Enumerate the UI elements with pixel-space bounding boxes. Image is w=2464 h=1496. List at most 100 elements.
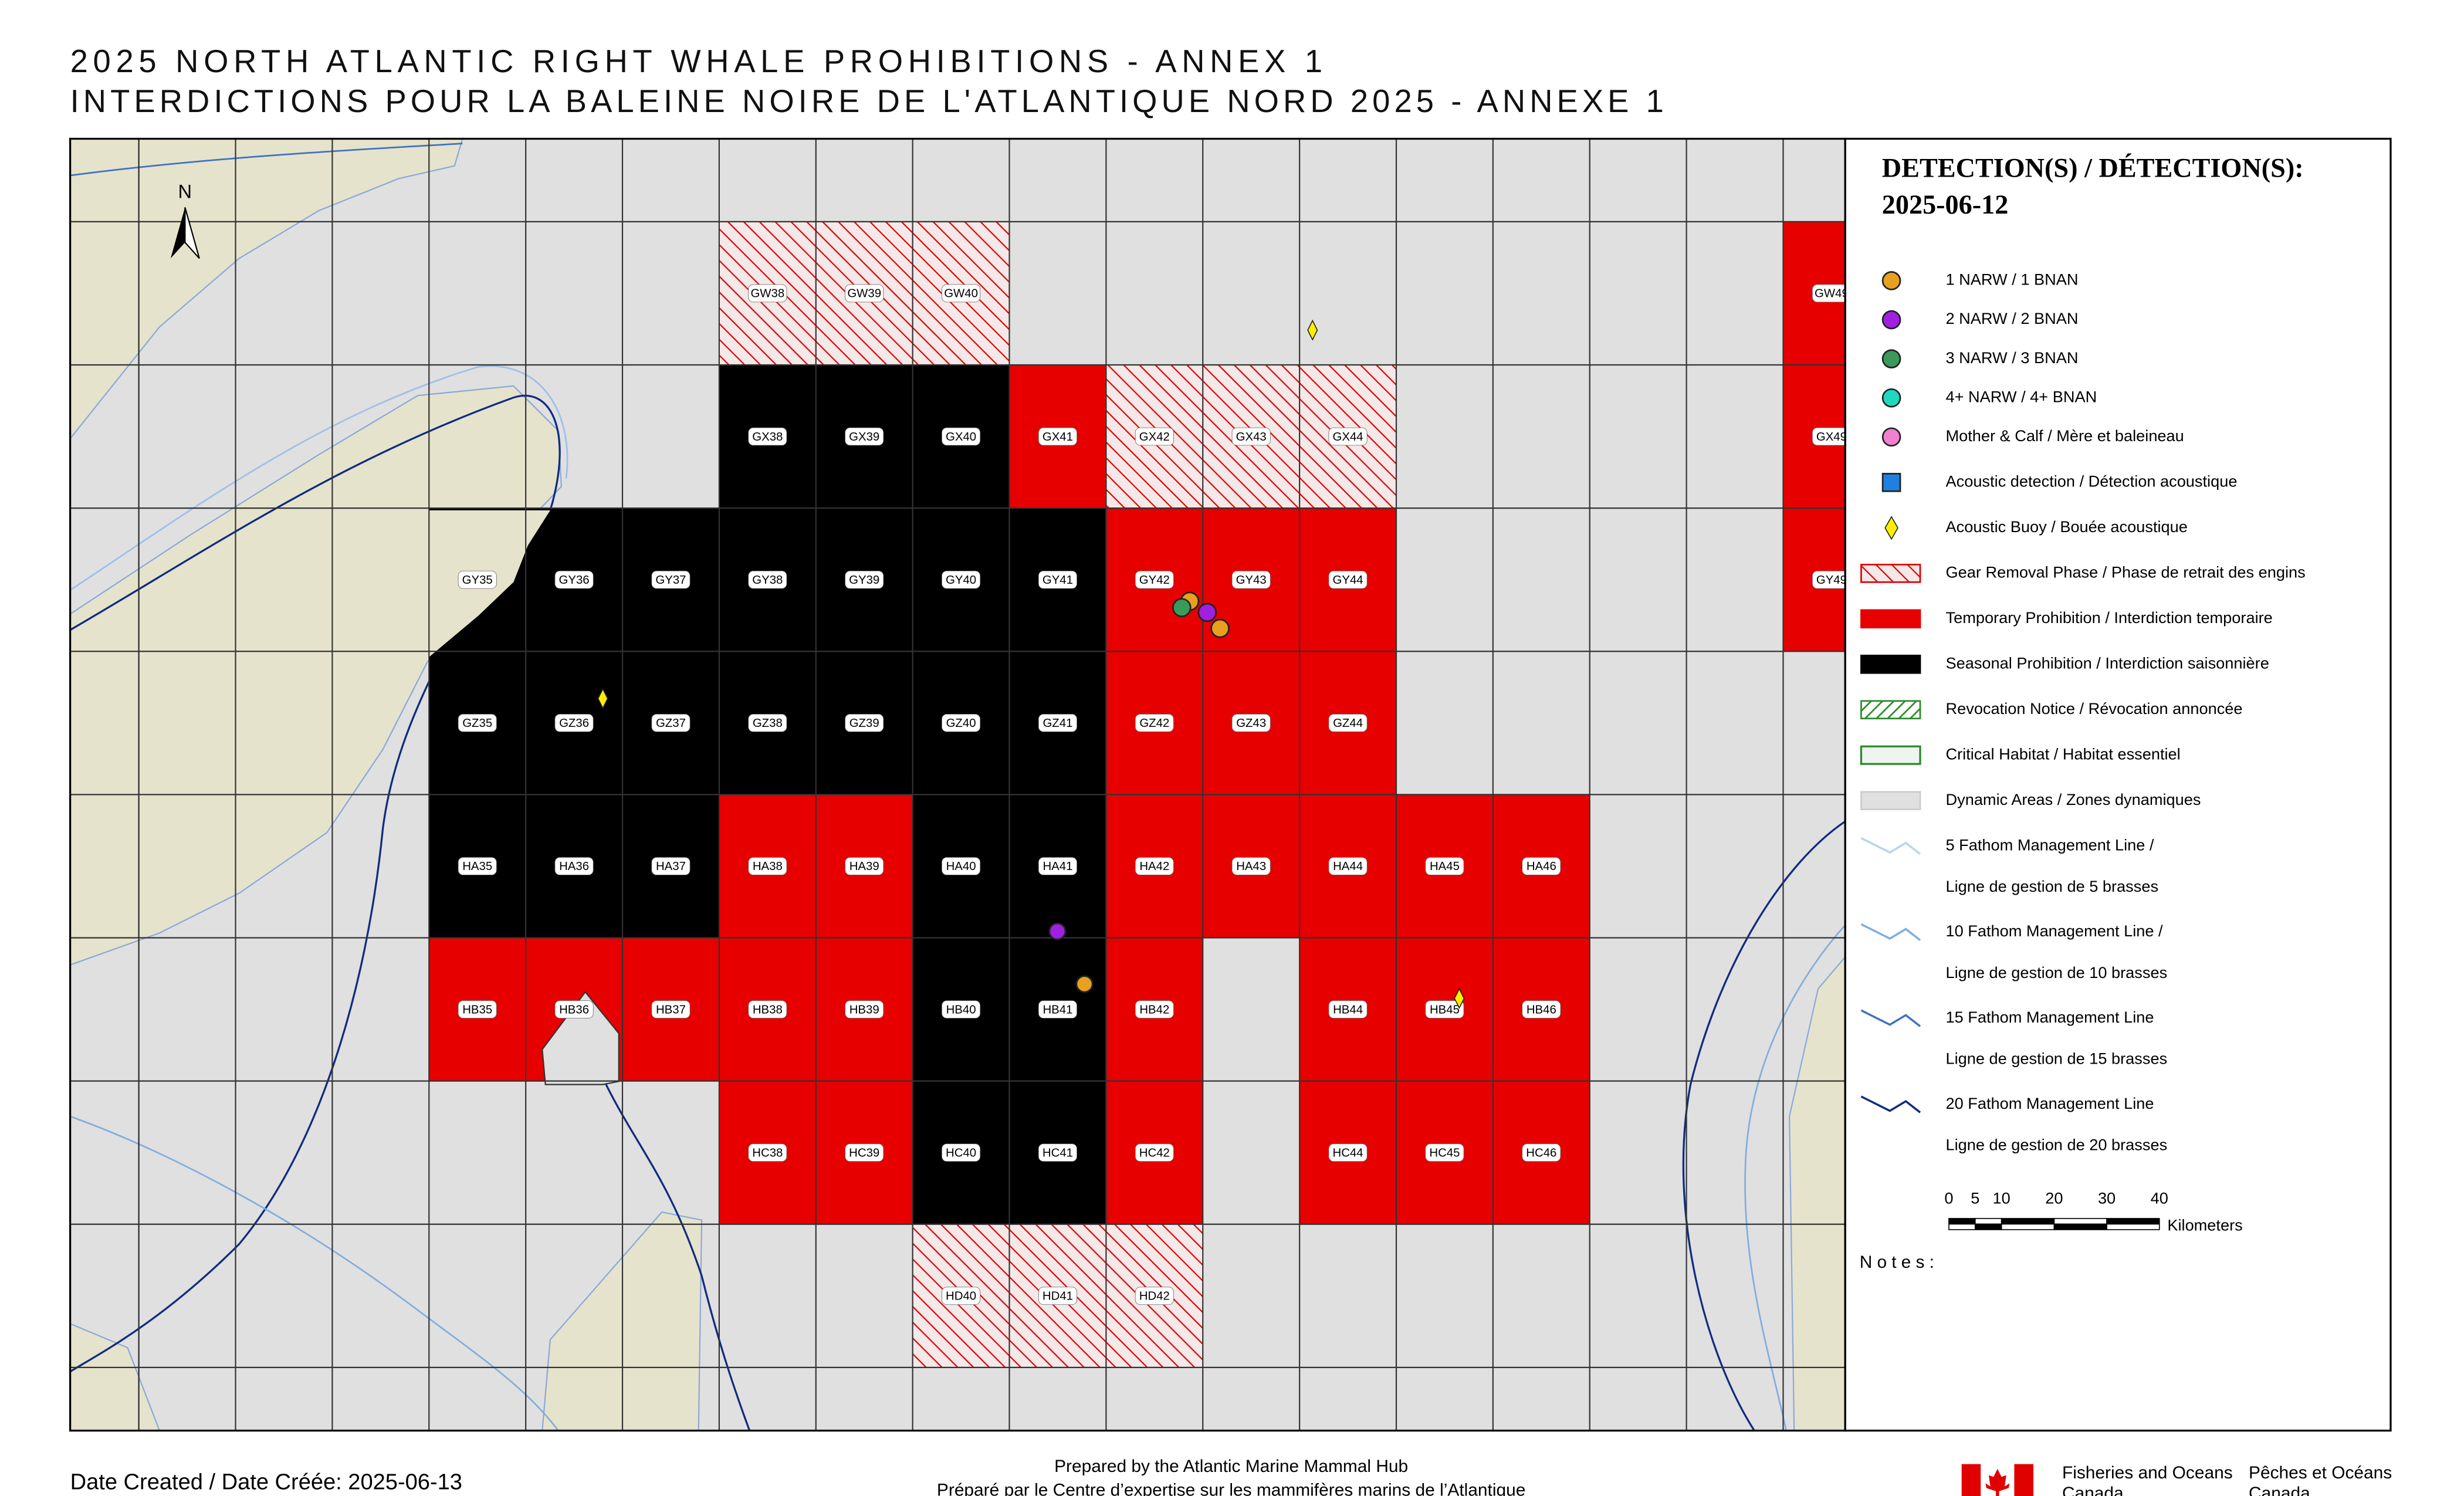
scale-tick-label: 20 — [2045, 1189, 2063, 1207]
legend-label: 20 Fathom Management Line — [1946, 1094, 2154, 1112]
legend-label: 15 Fathom Management Line — [1946, 1008, 2154, 1026]
cell-label-box — [1328, 857, 1368, 875]
cell-label-box — [1038, 1143, 1077, 1162]
scale-bar: 0 5 10 20 30 40 Kilometers — [1944, 1189, 2242, 1234]
cell-label: HB35 — [462, 1003, 492, 1016]
flag-band — [1961, 1464, 1981, 1496]
scale-segment — [2106, 1218, 2160, 1225]
cell-label-box — [845, 427, 884, 446]
cell-label-box — [1231, 713, 1271, 732]
cell-label: GY41 — [1043, 574, 1073, 587]
legend-symbol — [1860, 1095, 1921, 1113]
legend-symbol — [1881, 310, 1901, 330]
cell-label: GW49 — [1815, 287, 1849, 300]
cell-labels: GW38 GW39 GW40 GW49 GX38 GX39 GX40 GX41 GX42 GX43… — [458, 284, 1849, 1305]
legend-label: 3 NARW / 3 BNAN — [1946, 348, 2079, 367]
cell-label-box — [1522, 1000, 1561, 1018]
cell-label: HA35 — [462, 860, 492, 873]
cell-label-box — [942, 1000, 981, 1018]
cell-label-box — [1812, 284, 1846, 303]
scale-unit: Kilometers — [2167, 1216, 2242, 1234]
country-en: Canada — [2062, 1484, 2124, 1496]
legend-symbol — [1860, 609, 1921, 629]
cell-label: HC44 — [1333, 1146, 1363, 1159]
legend-symbol — [1881, 349, 1901, 368]
cell-label-box — [1038, 1287, 1077, 1305]
legend-title: DETECTION(S) / DÉTECTION(S): — [1882, 153, 2304, 182]
title: 2025 NORTH ATLANTIC RIGHT WHALE PROHIBIT… — [70, 43, 1328, 79]
cell-label-box — [651, 570, 691, 589]
cell-label: GZ39 — [849, 717, 879, 730]
cell-label: GY36 — [559, 574, 590, 587]
cell-label: GX42 — [1139, 431, 1170, 444]
cell-label: HA36 — [559, 860, 589, 873]
cell-label: HB41 — [1043, 1003, 1072, 1016]
fathom-line — [70, 1115, 559, 1431]
legend-symbol — [1860, 791, 1921, 811]
cell-label-box — [845, 284, 884, 303]
dept-fr: Pêches et Océans — [2249, 1463, 2392, 1483]
prepared-by: Prepared by the Atlantic Marine Mammal H… — [1054, 1457, 1408, 1476]
cell-label: GY39 — [849, 574, 879, 587]
cell-label-box — [748, 570, 787, 589]
cell-label-box — [651, 1000, 691, 1018]
cell-label-box — [1038, 1000, 1077, 1018]
cell-label: GW40 — [944, 287, 978, 300]
cell-label: GY42 — [1139, 574, 1170, 587]
cell-label: GX38 — [752, 431, 783, 444]
cell-label-box — [1328, 1000, 1368, 1018]
cell-label: HA39 — [849, 860, 879, 873]
cell-label-box — [1038, 570, 1077, 589]
cell-label-box — [1522, 857, 1561, 875]
cell-label-box — [1425, 1143, 1464, 1162]
cell-label-box — [748, 713, 787, 732]
north-arrow: N — [170, 181, 200, 259]
cell-label-box — [942, 713, 981, 732]
cell-label: HC46 — [1526, 1146, 1556, 1159]
scale-segment — [1974, 1218, 2002, 1225]
cell-label: HA43 — [1236, 860, 1266, 873]
scale-tick-label: 0 — [1944, 1189, 1953, 1207]
cell-label: GZ42 — [1139, 717, 1169, 730]
fathom-line — [605, 1084, 751, 1431]
cell-label-box — [845, 713, 884, 732]
cell-label: GZ38 — [753, 717, 783, 730]
cell-label: HB40 — [946, 1003, 976, 1016]
cell-label-box — [1135, 1287, 1174, 1305]
legend-label: Temporary Prohibition / Interdiction tem… — [1946, 608, 2273, 627]
cell-label: HA42 — [1139, 860, 1169, 873]
scale-segment — [2001, 1218, 2055, 1225]
fathom-line — [1682, 820, 1846, 1431]
legend-label: Ligne de gestion de 15 brasses — [1946, 1050, 2168, 1068]
cell-label-box — [1038, 857, 1077, 875]
fathom-line — [70, 143, 463, 177]
cell-label-box — [651, 713, 691, 732]
cell-label: GX41 — [1043, 431, 1073, 444]
cell-label: GZ43 — [1236, 717, 1266, 730]
subtitle: INTERDICTIONS POUR LA BALEINE NOIRE DE L… — [70, 83, 1668, 119]
date-created: Date Created / Date Créée: 2025-06-13 — [70, 1470, 462, 1494]
cell-label: HC38 — [752, 1146, 783, 1159]
legend-label: 5 Fathom Management Line / — [1946, 835, 2154, 854]
cell-label: GX43 — [1236, 431, 1267, 444]
north-arrow-right — [184, 207, 200, 259]
legend-label: 1 NARW / 1 BNAN — [1946, 270, 2079, 289]
country-fr: Canada — [2249, 1484, 2310, 1496]
cell-label-box — [1135, 570, 1174, 589]
notes-label: Notes: — [1860, 1253, 1939, 1272]
cell-label: HC42 — [1139, 1146, 1170, 1159]
legend-label: Revocation Notice / Révocation annoncée — [1946, 699, 2243, 717]
cell-label-box — [1328, 427, 1368, 446]
cell-label-box — [1425, 1000, 1464, 1018]
cell-label: HD40 — [946, 1290, 976, 1303]
cell-label: GY40 — [946, 574, 976, 587]
scale-segment — [2053, 1218, 2107, 1225]
cell-label-box — [554, 570, 594, 589]
cell-label-box — [845, 1143, 884, 1162]
cell-label: HB37 — [656, 1003, 686, 1016]
legend-label: Acoustic Buoy / Bouée acoustique — [1946, 517, 2188, 536]
land-north — [70, 138, 463, 440]
fathom-lines — [70, 143, 1846, 1431]
cell-label: HB42 — [1139, 1003, 1169, 1016]
detection — [1075, 975, 1094, 993]
